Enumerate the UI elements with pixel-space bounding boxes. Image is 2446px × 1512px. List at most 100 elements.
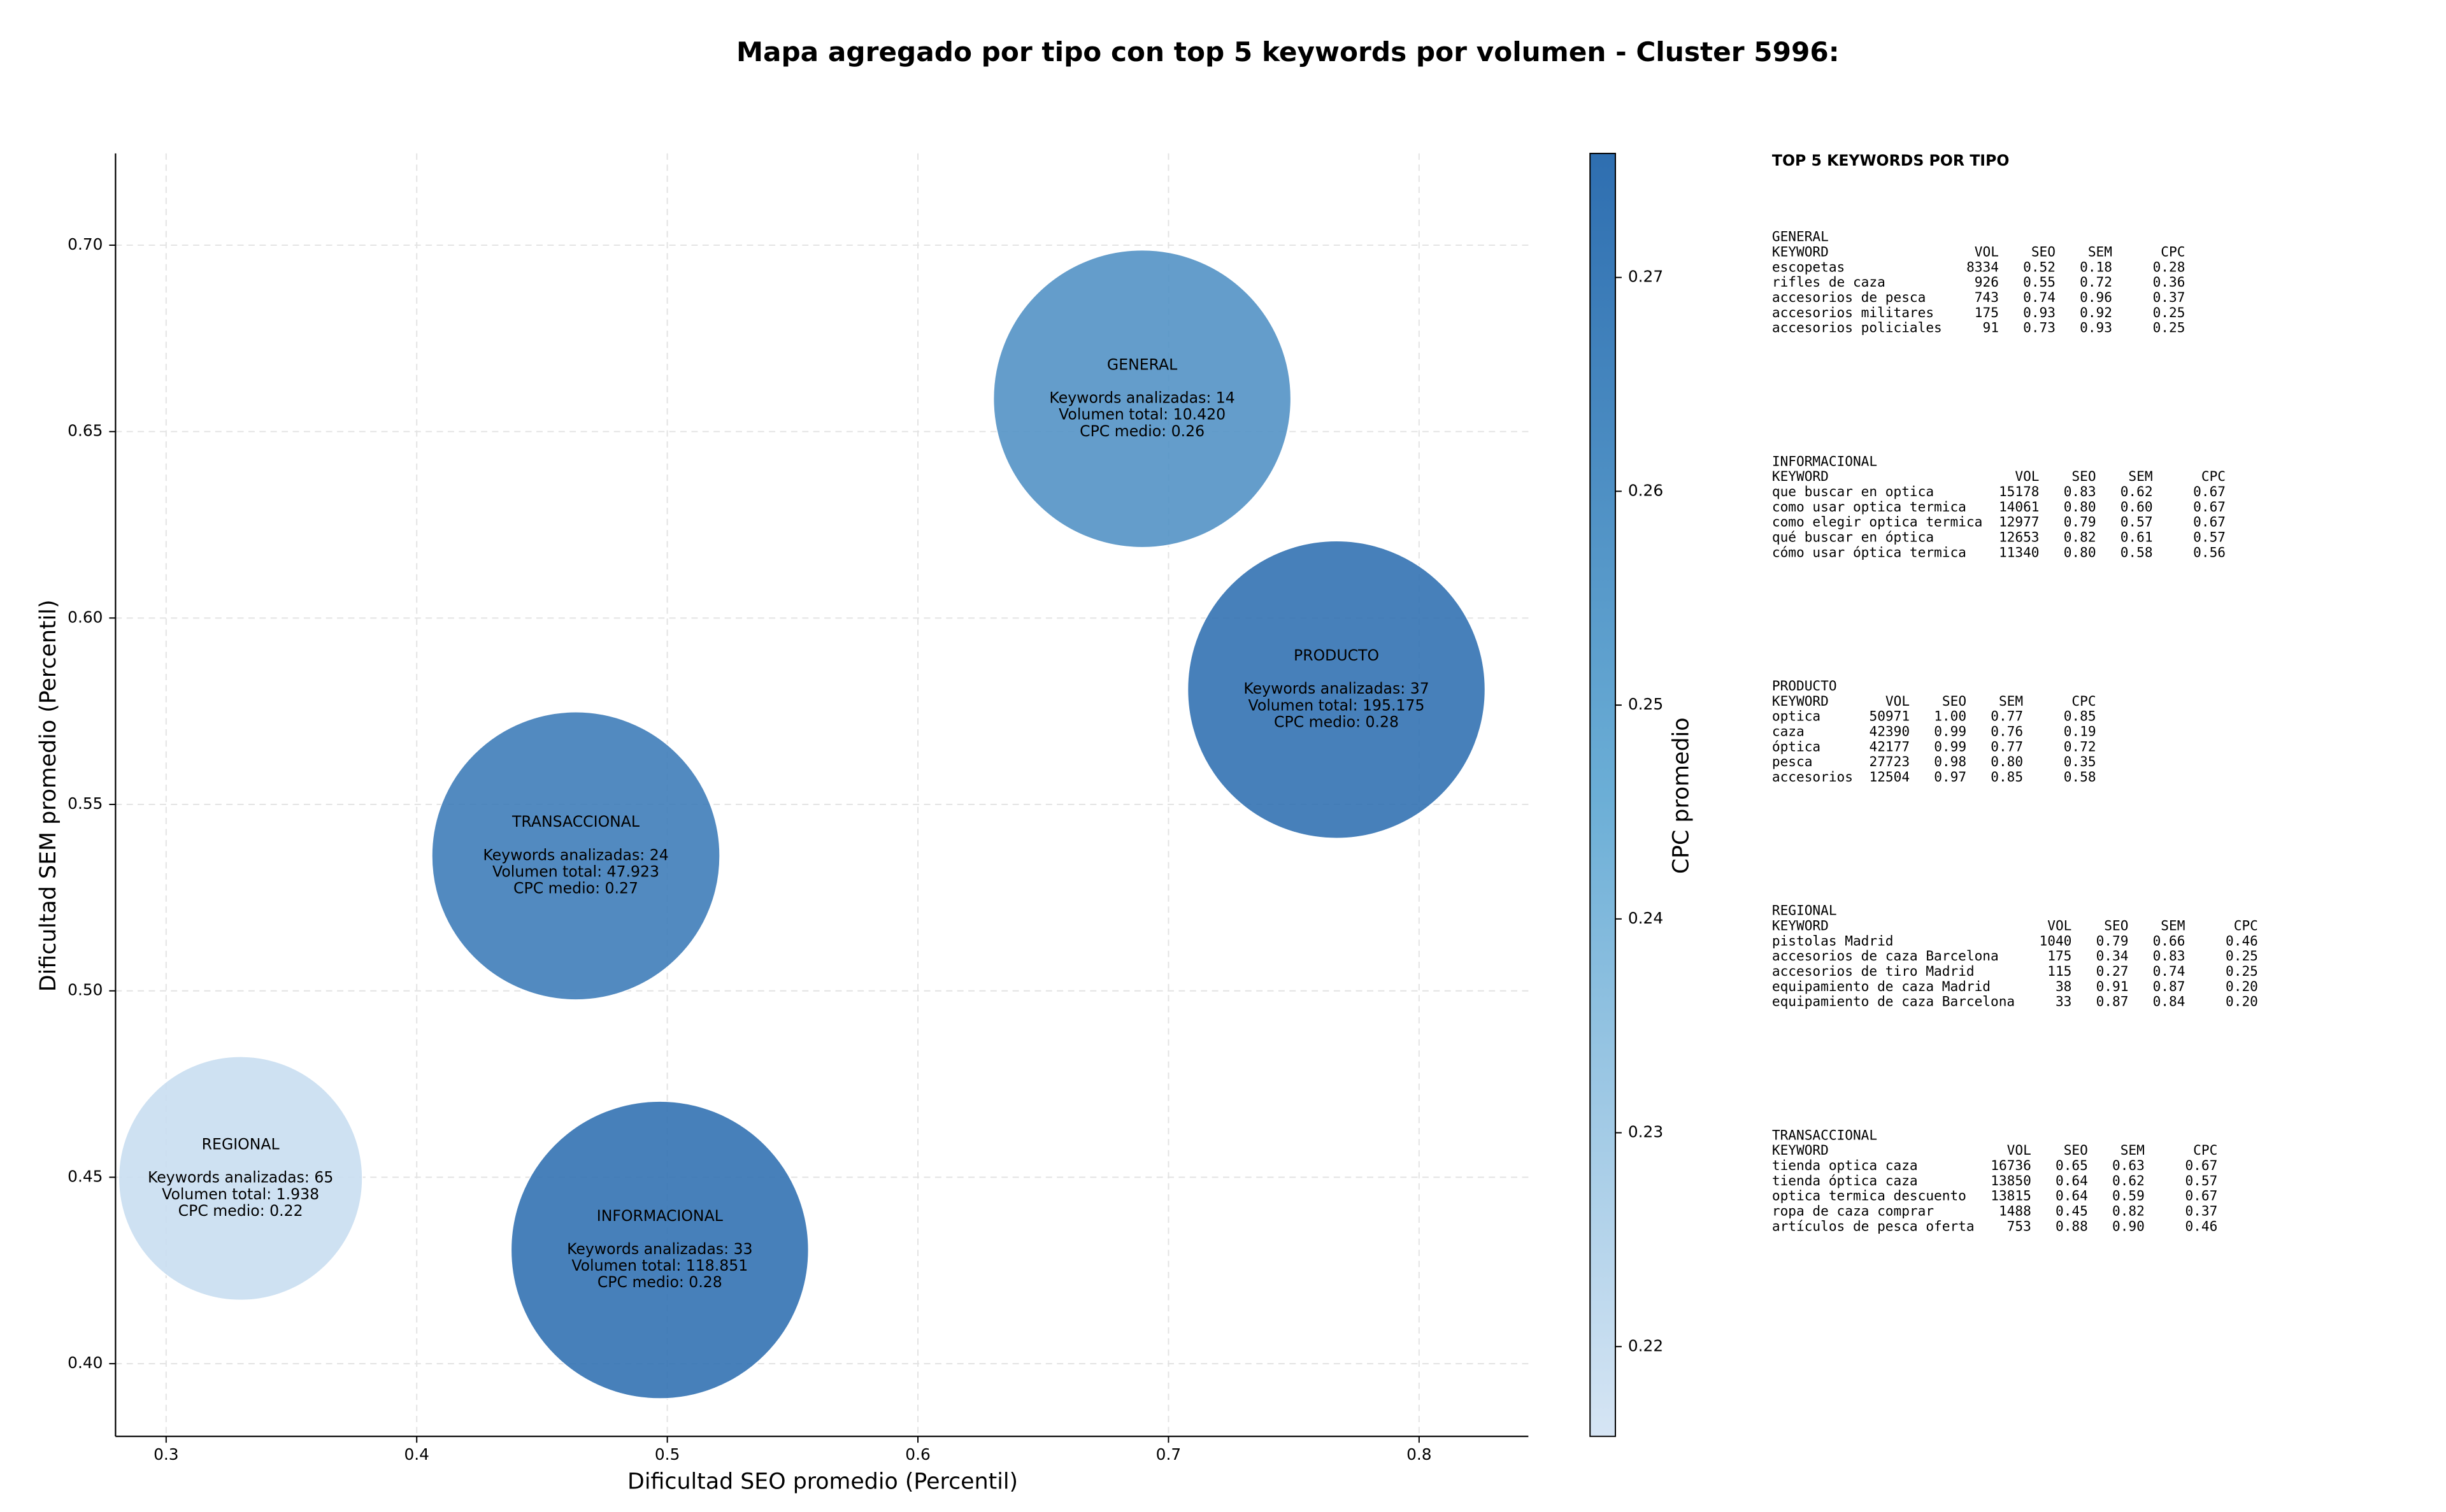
table-cell: accesorios de tiro Madrid (1772, 963, 1975, 979)
panel-title: TOP 5 KEYWORDS POR TIPO (1772, 152, 2010, 169)
table-cell: 12504 (1870, 769, 1910, 785)
table-cell: 33 (2056, 994, 2071, 1009)
table-cell: 0.52 (2023, 259, 2056, 275)
table-cell: 0.18 (2080, 259, 2112, 275)
x-tick-label: 0.3 (154, 1445, 179, 1464)
colorbar-label: CPC promedio (1668, 717, 1694, 874)
table-cell: 0.35 (2064, 753, 2096, 769)
table-cell: accesorios de pesca (1772, 289, 1926, 305)
table-cell: 1.00 (1934, 708, 1966, 724)
table-cell: 175 (2047, 948, 2071, 964)
table-cell: 0.36 (2153, 274, 2185, 290)
table-cell: 0.83 (2064, 483, 2096, 499)
group-name: INFORMACIONAL (1772, 453, 1877, 469)
table-cell: 743 (1975, 289, 1999, 305)
table-cell: como elegir optica termica (1772, 514, 1982, 530)
table-header: SEM (2128, 468, 2152, 484)
table-header: SEO (2031, 243, 2056, 259)
bubble (992, 249, 1292, 548)
table-cell: 0.85 (1991, 769, 2023, 785)
y-tick-label: 0.45 (68, 1167, 103, 1185)
table-cell: 0.57 (2121, 514, 2153, 530)
chart-title: Mapa agregado por tipo con top 5 keyword… (736, 36, 1840, 68)
table-cell: accesorios (1772, 769, 1853, 785)
table-cell: 0.87 (2096, 994, 2129, 1009)
table-cell: accesorios policiales (1772, 320, 1942, 336)
table-header: SEM (1999, 693, 2023, 709)
table-header: CPC (2161, 243, 2185, 259)
table-cell: 0.93 (2080, 320, 2112, 336)
table-cell: 15178 (1999, 483, 2040, 499)
y-tick-label: 0.60 (68, 608, 103, 626)
group-name: PRODUCTO (1772, 678, 1837, 694)
table-cell: 0.85 (2064, 708, 2096, 724)
table-cell: 0.67 (2193, 499, 2226, 515)
table-cell: 38 (2056, 978, 2071, 994)
table-cell: 926 (1975, 274, 1999, 290)
table-cell: 0.46 (2226, 932, 2258, 948)
table-cell: 91 (1983, 320, 1999, 336)
table-cell: 12977 (1999, 514, 2040, 530)
table-cell: 50971 (1870, 708, 1910, 724)
bubble-annotation: CPC medio: 0.22 (178, 1202, 303, 1220)
table-cell: 0.67 (2185, 1188, 2217, 1204)
table-header: VOL (1885, 693, 1910, 709)
table-header: CPC (2071, 693, 2096, 709)
table-cell: 115 (2047, 963, 2071, 979)
table-cell: 0.64 (2056, 1173, 2088, 1188)
table-cell: 42177 (1870, 738, 1910, 754)
bubble-name: GENERAL (1107, 355, 1178, 373)
table-header: SEO (2064, 1142, 2088, 1158)
table-cell: 27723 (1870, 753, 1910, 769)
table-cell: 0.27 (2096, 963, 2129, 979)
table-cell: 0.80 (2064, 499, 2096, 515)
table-cell: pesca (1772, 753, 1813, 769)
table-cell: escopetas (1772, 259, 1845, 275)
table-cell: 0.66 (2153, 932, 2185, 948)
table-cell: 0.77 (1991, 738, 2023, 754)
table-cell: 0.63 (2112, 1157, 2145, 1173)
table-cell: artículos de pesca oferta (1772, 1218, 1975, 1234)
table-cell: 0.67 (2193, 514, 2226, 530)
bubble-annotation: Volumen total: 47.923 (492, 862, 659, 880)
table-cell: 753 (2007, 1218, 2031, 1234)
table-header: CPC (2201, 468, 2226, 484)
x-axis-label: Dificultad SEO promedio (Percentil) (627, 1469, 1018, 1494)
table-cell: 0.58 (2064, 769, 2096, 785)
table-cell: qué buscar en óptica (1772, 529, 1934, 545)
group-name: GENERAL (1772, 229, 1829, 245)
table-cell: 0.37 (2185, 1203, 2217, 1219)
bubble (118, 1056, 363, 1301)
x-tick-label: 0.5 (655, 1445, 680, 1464)
bubble-annotation: Volumen total: 118.851 (571, 1257, 748, 1274)
table-cell: tienda optica caza (1772, 1157, 1918, 1173)
table-cell: 0.45 (2056, 1203, 2088, 1219)
table-cell: 0.20 (2226, 978, 2258, 994)
table-cell: accesorios militares (1772, 304, 1934, 320)
table-cell: 8334 (1966, 259, 1999, 275)
bubble-name: INFORMACIONAL (597, 1207, 724, 1225)
table-cell: 0.62 (2121, 483, 2153, 499)
table-cell: 0.80 (2064, 544, 2096, 560)
table-cell: 12653 (1999, 529, 2040, 545)
table-cell: 1040 (2040, 932, 2072, 948)
table-cell: 0.80 (1991, 753, 2023, 769)
table-cell: accesorios de caza Barcelona (1772, 948, 1999, 964)
table-cell: 0.77 (1991, 708, 2023, 724)
colorbar-tick-label: 0.24 (1628, 909, 1663, 927)
table-cell: 0.59 (2112, 1188, 2145, 1204)
table-cell: 0.67 (2185, 1157, 2217, 1173)
table-cell: 0.88 (2056, 1218, 2088, 1234)
table-cell: 14061 (1999, 499, 2040, 515)
bubble (431, 711, 720, 1001)
table-header: SEO (2071, 468, 2096, 484)
table-cell: que buscar en optica (1772, 483, 1934, 499)
table-cell: 0.64 (2056, 1188, 2088, 1204)
table-cell: 0.46 (2185, 1218, 2217, 1234)
table-cell: 0.84 (2153, 994, 2185, 1009)
table-cell: 11340 (1999, 544, 2040, 560)
table-cell: óptica (1772, 738, 1820, 754)
table-cell: 1488 (1999, 1203, 2031, 1219)
table-cell: 0.92 (2080, 304, 2112, 320)
